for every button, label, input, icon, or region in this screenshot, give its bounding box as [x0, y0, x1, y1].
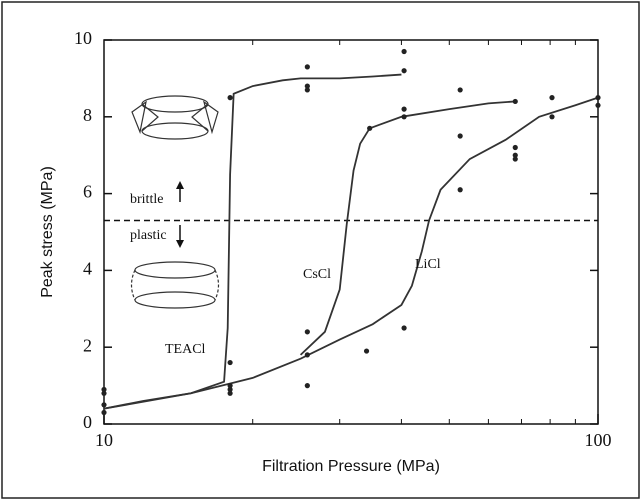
data-point [401, 48, 407, 55]
y-tick-label: 2 [83, 335, 92, 355]
data-point [304, 329, 310, 335]
data-point [227, 386, 233, 393]
data-point [227, 95, 233, 101]
plot-area [103, 39, 599, 425]
arrow-down [176, 225, 184, 248]
data-point [101, 386, 107, 393]
data-point [457, 187, 463, 193]
data-point [304, 64, 310, 70]
y-tick-label: 0 [83, 412, 92, 432]
data-point [549, 95, 555, 101]
brittle-icon [131, 95, 219, 140]
series-label: LiCl [415, 257, 441, 272]
annotation: plastic [130, 228, 167, 243]
data-point [367, 125, 373, 131]
data-point [401, 68, 407, 74]
data-point [512, 98, 518, 105]
data-point [401, 106, 407, 112]
x-tick-label: 10 [95, 430, 113, 450]
data-point [101, 402, 107, 408]
data-point [363, 348, 370, 354]
data-point [101, 390, 107, 396]
series-line [299, 100, 516, 356]
data-point [401, 325, 407, 331]
series-label: TEACl [165, 342, 206, 357]
data-point [595, 95, 601, 101]
data-point [595, 102, 601, 108]
data-point [227, 390, 233, 396]
x-axis-title: Filtration Pressure (MPa) [262, 458, 440, 475]
data-point [549, 114, 555, 120]
y-tick-label: 6 [83, 182, 92, 202]
annotation: brittle [130, 192, 163, 207]
data-point [304, 352, 310, 358]
data-point [512, 144, 518, 151]
y-axis-title: Peak stress (MPa) [39, 166, 56, 298]
data-point [227, 359, 233, 366]
data-point [457, 133, 463, 139]
y-tick-label: 8 [83, 105, 92, 125]
series-line [103, 96, 599, 410]
data-point [457, 87, 463, 93]
data-point [304, 87, 310, 93]
series-label: CsCl [303, 267, 331, 282]
x-tick-label: 100 [585, 430, 612, 450]
arrow-up [176, 181, 184, 202]
y-tick-label: 10 [74, 28, 92, 48]
data-point [304, 83, 310, 89]
plastic-icon [130, 261, 220, 309]
data-point [101, 409, 107, 416]
data-point [401, 114, 407, 120]
data-point [304, 383, 310, 389]
data-point [512, 152, 518, 158]
data-point [512, 156, 518, 162]
data-point [227, 383, 233, 389]
y-tick-label: 4 [83, 259, 92, 279]
